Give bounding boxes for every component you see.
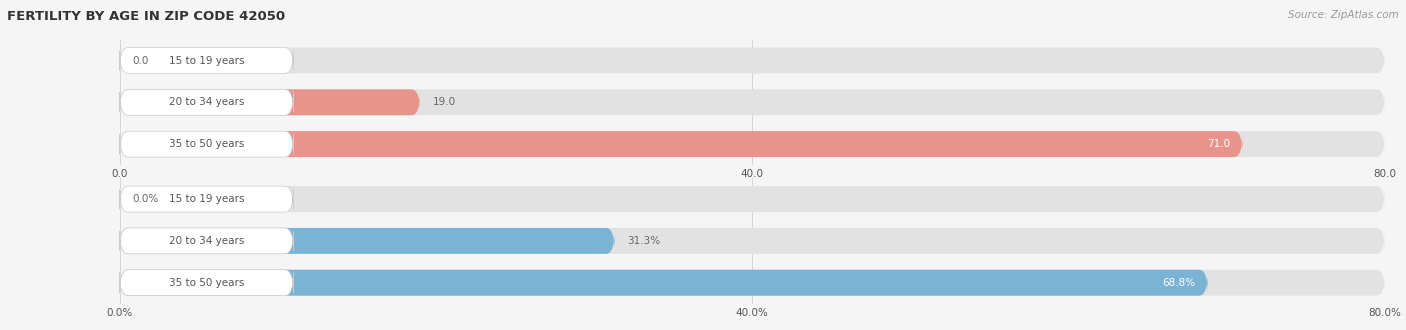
Text: 15 to 19 years: 15 to 19 years <box>169 55 245 65</box>
Text: 19.0: 19.0 <box>433 97 456 107</box>
Text: 68.8%: 68.8% <box>1161 278 1195 288</box>
FancyBboxPatch shape <box>120 270 1208 296</box>
Text: 20 to 34 years: 20 to 34 years <box>169 236 245 246</box>
Text: 20 to 34 years: 20 to 34 years <box>169 97 245 107</box>
FancyBboxPatch shape <box>120 131 1385 157</box>
Text: Source: ZipAtlas.com: Source: ZipAtlas.com <box>1288 10 1399 20</box>
FancyBboxPatch shape <box>120 89 1385 115</box>
FancyBboxPatch shape <box>120 89 420 115</box>
FancyBboxPatch shape <box>120 228 1385 254</box>
FancyBboxPatch shape <box>120 186 294 212</box>
Text: 35 to 50 years: 35 to 50 years <box>169 278 245 288</box>
FancyBboxPatch shape <box>120 186 1385 212</box>
Text: 71.0: 71.0 <box>1206 139 1230 149</box>
Text: 0.0: 0.0 <box>132 55 149 65</box>
Text: 0.0%: 0.0% <box>132 194 159 204</box>
Text: 31.3%: 31.3% <box>627 236 661 246</box>
FancyBboxPatch shape <box>120 89 294 115</box>
FancyBboxPatch shape <box>120 48 294 74</box>
Text: FERTILITY BY AGE IN ZIP CODE 42050: FERTILITY BY AGE IN ZIP CODE 42050 <box>7 10 285 23</box>
FancyBboxPatch shape <box>120 131 294 157</box>
FancyBboxPatch shape <box>120 228 294 254</box>
Text: 15 to 19 years: 15 to 19 years <box>169 194 245 204</box>
FancyBboxPatch shape <box>120 131 1243 157</box>
FancyBboxPatch shape <box>120 270 1385 296</box>
Text: 35 to 50 years: 35 to 50 years <box>169 139 245 149</box>
FancyBboxPatch shape <box>120 270 294 296</box>
FancyBboxPatch shape <box>120 48 1385 74</box>
FancyBboxPatch shape <box>120 228 614 254</box>
